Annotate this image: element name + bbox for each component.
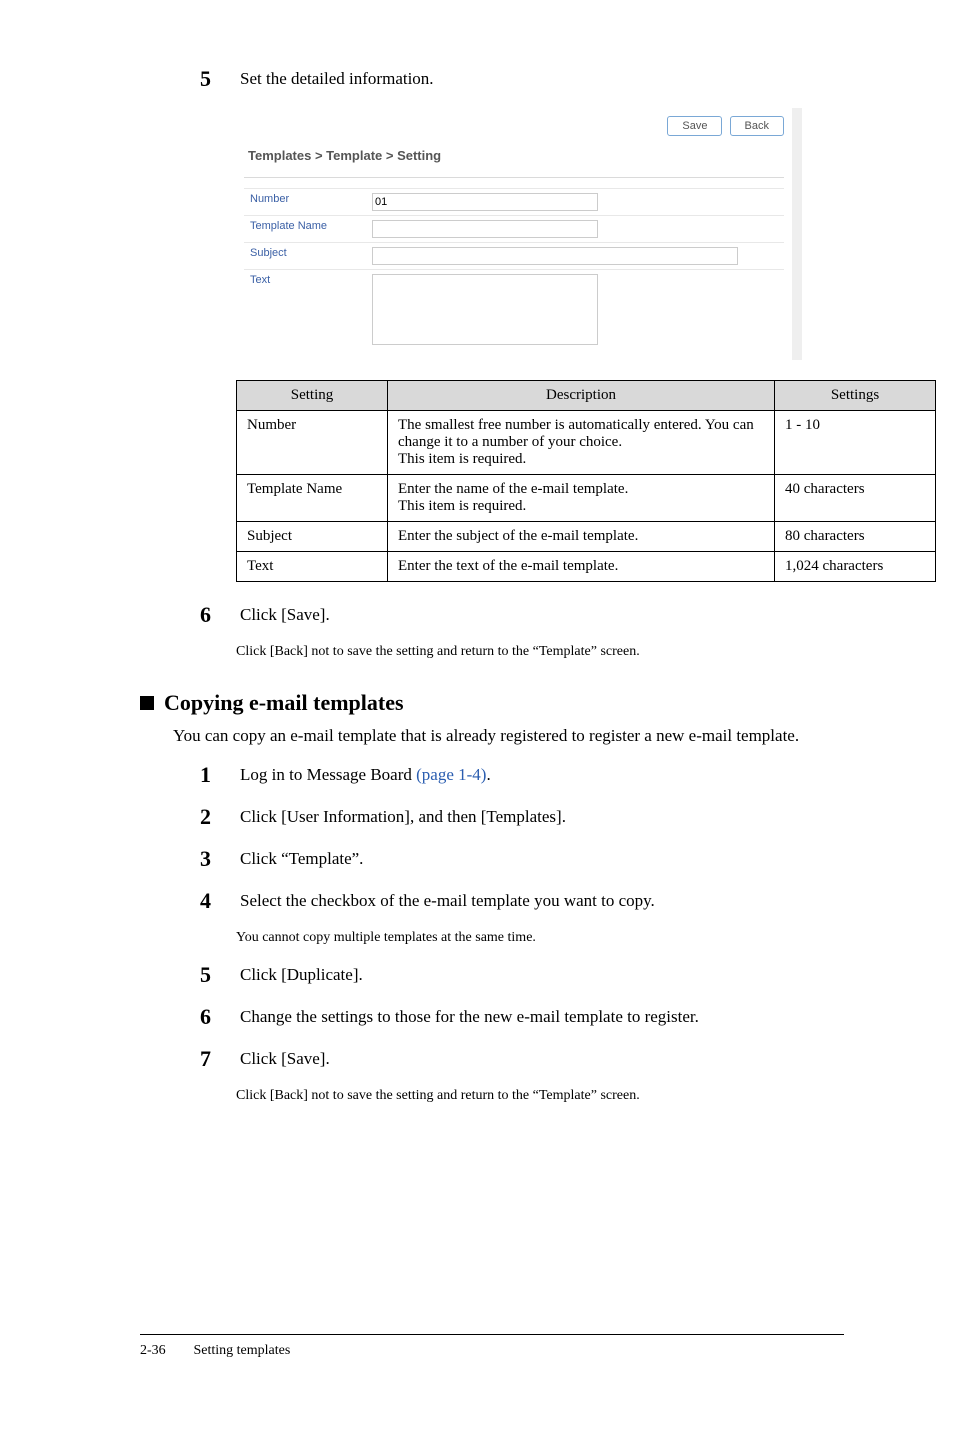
page-footer: 2-36 Setting templates [140, 1334, 844, 1359]
cell-desc: The smallest free number is automaticall… [388, 411, 775, 475]
step-6-sub: Click [Back] not to save the setting and… [236, 644, 844, 660]
section-intro: You can copy an e-mail template that is … [173, 726, 844, 746]
text-label: Text [244, 270, 366, 353]
template-name-input[interactable] [372, 220, 598, 238]
copy-step-4-sub: You cannot copy multiple templates at th… [236, 930, 844, 946]
copy-step-2: 2 Click [User Information], and then [Te… [200, 804, 844, 830]
step-text: Click [Save]. [240, 602, 330, 625]
copy-step-6: 6 Change the settings to those for the n… [200, 1004, 844, 1030]
text-textarea[interactable] [372, 274, 598, 345]
step-5: 5 Set the detailed information. [200, 66, 844, 92]
subject-label: Subject [244, 243, 366, 270]
step-text: Change the settings to those for the new… [240, 1004, 699, 1027]
copy-step-1: 1 Log in to Message Board (page 1-4). [200, 762, 844, 788]
back-button[interactable]: Back [730, 116, 784, 136]
step-text: Click [Save]. [240, 1046, 330, 1069]
step-number: 6 [200, 602, 236, 628]
step-6: 6 Click [Save]. [200, 602, 844, 628]
section-heading: Copying e-mail templates [140, 690, 844, 716]
copy-step-4: 4 Select the checkbox of the e-mail temp… [200, 888, 844, 914]
cell-setting: Number [237, 411, 388, 475]
step-number: 4 [200, 888, 236, 914]
step-number: 7 [200, 1046, 236, 1072]
step-number: 1 [200, 762, 236, 788]
step-text: Click [Duplicate]. [240, 962, 363, 985]
step-text: Select the checkbox of the e-mail templa… [240, 888, 655, 911]
copy-step-7-sub: Click [Back] not to save the setting and… [236, 1088, 844, 1104]
copy-step-5: 5 Click [Duplicate]. [200, 962, 844, 988]
step-text: Set the detailed information. [240, 66, 434, 89]
table-row: Template Name Enter the name of the e-ma… [237, 475, 936, 522]
cell-desc: Enter the subject of the e-mail template… [388, 522, 775, 552]
save-button[interactable]: Save [667, 116, 722, 136]
settings-description-table: Setting Description Settings Number The … [236, 380, 936, 582]
step-text: Log in to Message Board (page 1-4). [240, 762, 491, 785]
step-prefix: Log in to Message Board [240, 765, 416, 784]
cell-setting: Subject [237, 522, 388, 552]
template-name-label: Template Name [244, 216, 366, 243]
table-row: Text Enter the text of the e-mail templa… [237, 552, 936, 582]
step-number: 5 [200, 66, 236, 92]
section-title: Copying e-mail templates [164, 690, 404, 715]
cell-desc: Enter the text of the e-mail template. [388, 552, 775, 582]
copy-step-3: 3 Click “Template”. [200, 846, 844, 872]
step-text: Click [User Information], and then [Temp… [240, 804, 566, 827]
number-label: Number [244, 189, 366, 216]
table-row: Subject Enter the subject of the e-mail … [237, 522, 936, 552]
copy-step-7: 7 Click [Save]. [200, 1046, 844, 1072]
breadcrumb: Templates > Template > Setting [244, 142, 784, 178]
col-description: Description [388, 381, 775, 411]
table-row: Number The smallest free number is autom… [237, 411, 936, 475]
subject-input[interactable] [372, 247, 738, 265]
footer-title: Setting templates [194, 1343, 291, 1358]
cell-setting: Text [237, 552, 388, 582]
cell-settings: 80 characters [775, 522, 936, 552]
step-number: 2 [200, 804, 236, 830]
cell-settings: 1 - 10 [775, 411, 936, 475]
col-settings: Settings [775, 381, 936, 411]
cell-settings: 1,024 characters [775, 552, 936, 582]
template-setting-screenshot: Save Back Templates > Template > Setting… [236, 108, 802, 360]
col-setting: Setting [237, 381, 388, 411]
page-link[interactable]: (page 1-4) [416, 765, 486, 784]
cell-setting: Template Name [237, 475, 388, 522]
square-bullet-icon [140, 696, 154, 710]
page-number: 2-36 [140, 1343, 190, 1359]
cell-desc: Enter the name of the e-mail template. T… [388, 475, 775, 522]
number-input[interactable] [372, 193, 598, 211]
step-text: Click “Template”. [240, 846, 363, 869]
step-number: 5 [200, 962, 236, 988]
step-number: 3 [200, 846, 236, 872]
settings-form: Number Template Name Subject Text [244, 188, 784, 352]
step-suffix: . [486, 765, 490, 784]
step-number: 6 [200, 1004, 236, 1030]
cell-settings: 40 characters [775, 475, 936, 522]
